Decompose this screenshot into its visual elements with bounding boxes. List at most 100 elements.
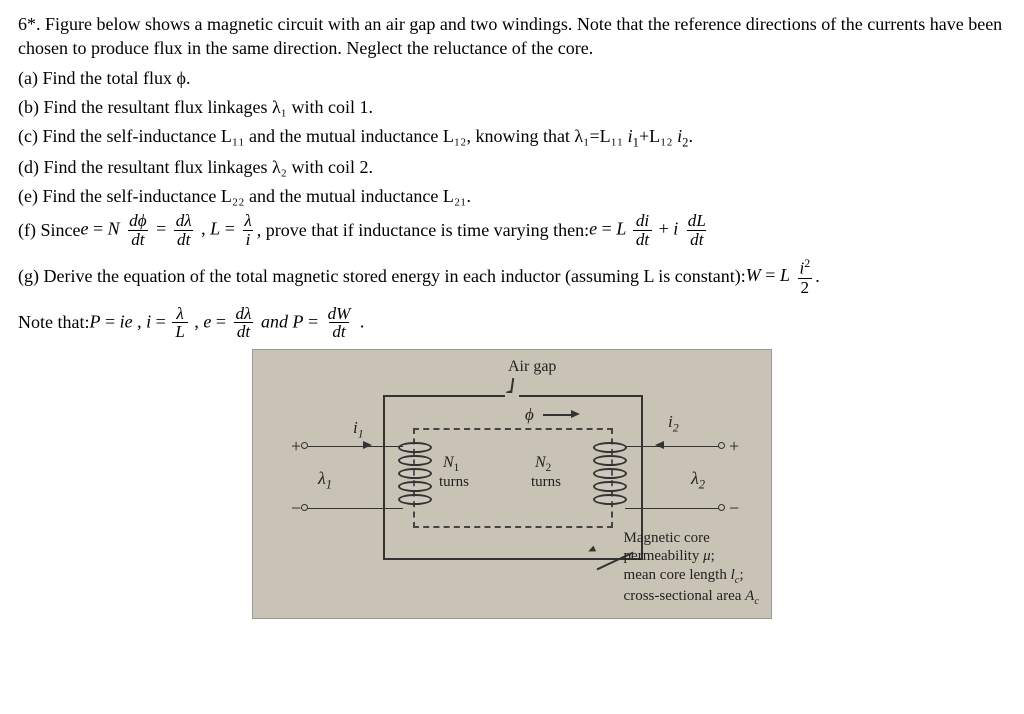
plus-l: + — [291, 436, 301, 457]
plus-r: + — [729, 436, 739, 457]
phi-line — [543, 414, 573, 416]
sym-dL: dL — [688, 211, 706, 230]
sym-dt4: dt — [690, 230, 703, 249]
sym-dot: . — [360, 311, 365, 331]
sym-eq3: = — [225, 219, 240, 239]
sym-dt3: dt — [636, 230, 649, 249]
frac-di-dt: didt — [633, 212, 652, 249]
sym-comma3: , — [194, 311, 203, 331]
sym-dlam: dλ — [176, 211, 192, 230]
n1-label: N1 — [443, 454, 459, 474]
sym-P: P — [89, 311, 100, 331]
sym-eq5: = — [765, 265, 780, 285]
sym-L4: L — [175, 322, 185, 341]
coil-2 — [593, 442, 627, 507]
phi-arrow-icon — [571, 410, 580, 418]
turns1-label: turns — [439, 474, 469, 491]
part-f-pre: (f) Since — [18, 218, 80, 243]
part-d: (d) Find the resultant flux linkages λ₂ … — [18, 154, 1006, 181]
core-line4: cross-sectional area Ac — [624, 587, 759, 608]
sym-e: e — [80, 219, 88, 239]
part-e: (e) Find the self-inductance L₂₂ and the… — [18, 183, 1006, 210]
core-line3: mean core length lc; — [624, 566, 759, 587]
sym-di: di — [636, 211, 649, 230]
core-line2: permeability μ; — [624, 547, 759, 566]
sym-eq2: = — [156, 219, 171, 239]
sym-eq7: = — [156, 311, 171, 331]
frac-dlam-dt2: dλdt — [232, 305, 254, 342]
sym-comma2: , — [137, 311, 146, 331]
core-line1: Magnetic core — [624, 529, 759, 548]
frac-dW-dt: dWdt — [325, 305, 354, 342]
lead-r-top — [625, 446, 720, 447]
note: Note that: P = ie , i = λL , e = dλdt an… — [18, 305, 1006, 342]
sym-dt6: dt — [332, 322, 345, 341]
lead-l-bot — [308, 508, 403, 509]
frac-dphi-dt: dϕdt — [126, 212, 149, 249]
sym-lam: λ — [244, 211, 251, 230]
sym-e3: e — [203, 311, 211, 331]
sym-eq6: = — [105, 311, 120, 331]
phi-label: ϕ — [525, 405, 534, 425]
frac-lam-i: λi — [241, 212, 254, 249]
sym-ie: ie — [120, 311, 133, 331]
sym-dt5: dt — [237, 322, 250, 341]
i1-label: i1 — [353, 418, 364, 441]
figure-container: Air gap ϕ + − + − i1 — [18, 349, 1006, 619]
sym-2: 2 — [798, 278, 813, 297]
sym-plus: + — [659, 219, 669, 239]
i1-arrow-icon — [363, 441, 372, 449]
part-c-text3: . — [688, 126, 693, 146]
part-f: (f) Since e = N dϕdt = dλdt , L = λi , p… — [18, 212, 1006, 249]
frac-lam-L: λL — [172, 305, 188, 342]
magnetic-circuit-figure: Air gap ϕ + − + − i1 — [252, 349, 772, 619]
part-c-text2: +L₁₂ — [639, 126, 677, 146]
sym-eq: = — [93, 219, 108, 239]
sym-L3: L — [780, 265, 790, 285]
sym-eq4: = — [602, 219, 617, 239]
node-l-top — [301, 442, 308, 449]
node-r-bot — [718, 504, 725, 511]
turns2-label: turns — [531, 474, 561, 491]
sym-sq: 2 — [804, 256, 810, 270]
part-g: (g) Derive the equation of the total mag… — [18, 257, 1006, 297]
coil-1 — [398, 442, 432, 507]
i2-label: i2 — [668, 412, 679, 435]
airgap-label: Air gap — [508, 358, 556, 376]
sym-dt: dt — [131, 230, 144, 249]
lam2-label: λ2 — [691, 468, 705, 493]
part-c: (c) Find the self-inductance L₁₁ and the… — [18, 123, 1006, 152]
sym-W: W — [746, 265, 761, 285]
node-r-top — [718, 442, 725, 449]
frac-dlam-dt: dλdt — [173, 212, 195, 249]
airgap-gap — [505, 393, 519, 401]
sym-N: N — [108, 219, 120, 239]
sym-i2: i — [673, 219, 678, 239]
sym-e2: e — [589, 219, 597, 239]
sym-dt2: dt — [177, 230, 190, 249]
i2-arrow-icon — [655, 441, 664, 449]
sym-i: i — [246, 230, 251, 249]
sym-eq8: = — [216, 311, 231, 331]
part-g-post: . — [815, 264, 820, 289]
part-f-mid: , prove that if inductance is time varyi… — [257, 218, 589, 243]
minus-l: − — [291, 498, 301, 519]
frac-i2-2: i22 — [796, 257, 813, 297]
part-a: (a) Find the total flux ϕ. — [18, 65, 1006, 92]
sym-eq9: = — [308, 311, 323, 331]
sym-comma: , — [201, 219, 210, 239]
problem-intro: 6*. Figure below shows a magnetic circui… — [18, 12, 1006, 61]
sym-dW: dW — [328, 304, 351, 323]
n2-label: N2 — [535, 454, 551, 474]
part-b: (b) Find the resultant flux linkages λ₁ … — [18, 94, 1006, 121]
minus-r: − — [729, 498, 739, 519]
sym-and: and — [261, 311, 293, 331]
part-g-pre: (g) Derive the equation of the total mag… — [18, 264, 746, 289]
core-description: Magnetic core permeability μ; mean core … — [624, 529, 759, 609]
sym-lam2: λ — [176, 304, 183, 323]
note-pre: Note that: — [18, 310, 89, 335]
sym-L2: L — [616, 219, 626, 239]
sym-dlam2: dλ — [235, 304, 251, 323]
lead-l-top — [308, 446, 403, 447]
sym-dphi: dϕ — [129, 211, 146, 230]
